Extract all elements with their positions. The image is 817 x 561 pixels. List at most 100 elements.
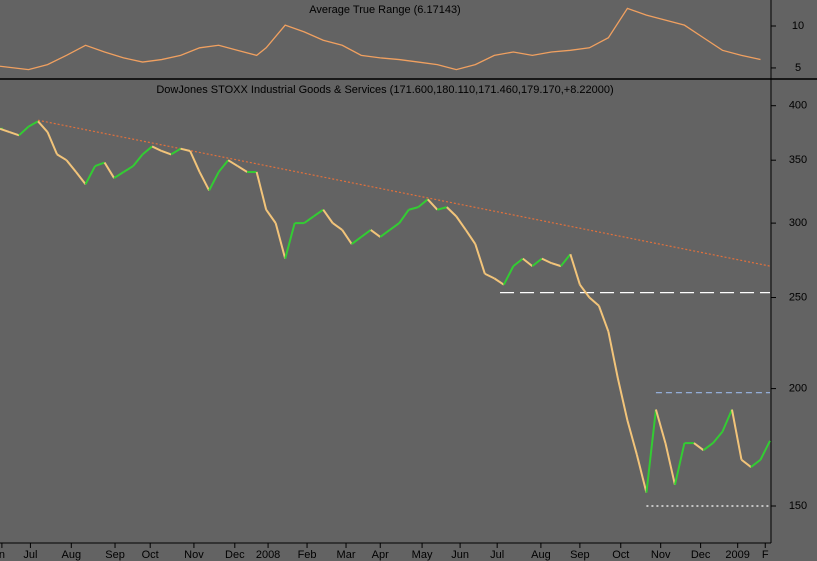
price-bar bbox=[113, 171, 125, 179]
price-bar bbox=[474, 243, 486, 275]
price-bar bbox=[284, 222, 296, 259]
price-bar bbox=[94, 161, 105, 168]
price-bar bbox=[227, 159, 239, 167]
price-bar bbox=[654, 409, 667, 444]
price-bar bbox=[332, 222, 343, 231]
x-tick-label: Jul bbox=[490, 549, 504, 561]
x-tick-label: F bbox=[762, 549, 769, 561]
price-bar bbox=[303, 215, 315, 224]
price-bar bbox=[379, 229, 391, 238]
atr-line bbox=[0, 7, 761, 71]
price-bar bbox=[341, 229, 353, 245]
price-bar bbox=[322, 209, 334, 224]
x-tick-label: Jun bbox=[451, 549, 469, 561]
price-bar bbox=[132, 153, 144, 167]
price-bar bbox=[9, 131, 20, 137]
y-tick-label: 350 bbox=[789, 154, 807, 166]
price-bar bbox=[512, 257, 524, 267]
price-bar bbox=[437, 206, 448, 211]
x-tick-label: Aug bbox=[62, 549, 82, 561]
price-bar bbox=[730, 409, 743, 460]
y-tick-label: 200 bbox=[789, 382, 807, 394]
y-tick-label: 10 bbox=[792, 20, 804, 32]
price-bar bbox=[180, 147, 191, 152]
price-bar bbox=[56, 153, 68, 162]
price-bar bbox=[189, 150, 201, 173]
price-bar bbox=[274, 222, 287, 259]
price-bar bbox=[464, 229, 477, 245]
price-bar bbox=[217, 159, 229, 173]
x-tick-label: Aug bbox=[531, 549, 551, 561]
price-bar bbox=[360, 229, 372, 238]
price-bar bbox=[46, 131, 58, 155]
price-bar bbox=[123, 165, 134, 173]
price-bar bbox=[502, 265, 515, 286]
y-tick-label: 150 bbox=[789, 500, 807, 512]
y-tick-label: 400 bbox=[789, 100, 807, 112]
x-tick-label: Nov bbox=[651, 549, 671, 561]
x-tick-label: n bbox=[0, 549, 5, 561]
price-bar bbox=[645, 409, 657, 493]
price-bar bbox=[0, 127, 10, 133]
price-bar bbox=[579, 284, 591, 299]
x-tick-label: Nov bbox=[184, 549, 204, 561]
price-bar bbox=[161, 150, 172, 156]
x-tick-label: Oct bbox=[142, 549, 159, 561]
annotation-line bbox=[37, 119, 771, 267]
price-bar bbox=[531, 257, 543, 267]
price-bar bbox=[313, 208, 324, 218]
x-tick-label: Feb bbox=[298, 549, 317, 561]
price-bar bbox=[237, 165, 248, 173]
price-bar bbox=[75, 171, 87, 185]
x-tick-label: Apr bbox=[372, 549, 389, 561]
x-tick-label: Sep bbox=[105, 549, 125, 561]
price-bar bbox=[759, 440, 771, 461]
chart-title: DowJones STOXX Industrial Goods & Servic… bbox=[156, 84, 613, 96]
price-bar bbox=[626, 420, 638, 456]
x-tick-label: 2009 bbox=[725, 549, 749, 561]
price-bar bbox=[560, 253, 572, 267]
x-tick-label: Dec bbox=[691, 549, 711, 561]
price-bar bbox=[635, 454, 648, 493]
price-bar bbox=[151, 145, 163, 152]
price-bar bbox=[446, 206, 457, 218]
price-bar bbox=[18, 125, 30, 137]
price-bar bbox=[427, 198, 439, 211]
price-bar bbox=[664, 442, 676, 486]
price-bar bbox=[265, 209, 277, 224]
price-bar bbox=[551, 262, 562, 268]
price-bar bbox=[198, 171, 211, 191]
price-bar bbox=[569, 253, 581, 285]
price-bar bbox=[597, 305, 610, 332]
price-bar bbox=[84, 165, 96, 185]
price-bar bbox=[616, 378, 629, 421]
x-tick-label: Jul bbox=[23, 549, 37, 561]
chart-title: Average True Range (6.17143) bbox=[309, 4, 460, 16]
price-bar bbox=[28, 120, 39, 128]
price-bar bbox=[455, 215, 467, 231]
x-tick-label: Dec bbox=[225, 549, 245, 561]
price-bar bbox=[408, 206, 419, 211]
x-tick-label: May bbox=[412, 549, 433, 561]
price-bar bbox=[141, 145, 153, 156]
y-tick-label: 250 bbox=[789, 291, 807, 303]
x-tick-label: Sep bbox=[570, 549, 590, 561]
price-bar bbox=[740, 458, 752, 468]
price-bar bbox=[522, 257, 533, 267]
x-tick-label: Mar bbox=[337, 549, 356, 561]
price-bar bbox=[65, 159, 77, 173]
price-bar bbox=[484, 272, 495, 280]
price-bar bbox=[208, 171, 220, 191]
x-tick-label: 2008 bbox=[256, 549, 280, 561]
price-bar bbox=[712, 430, 724, 444]
price-bar bbox=[750, 458, 762, 468]
price-bar bbox=[370, 229, 381, 238]
price-bar bbox=[398, 209, 410, 224]
price-bar bbox=[541, 257, 552, 265]
price-bar bbox=[607, 331, 619, 379]
price-bar bbox=[351, 236, 362, 245]
price-bar bbox=[170, 147, 182, 156]
price-bar bbox=[693, 442, 705, 451]
